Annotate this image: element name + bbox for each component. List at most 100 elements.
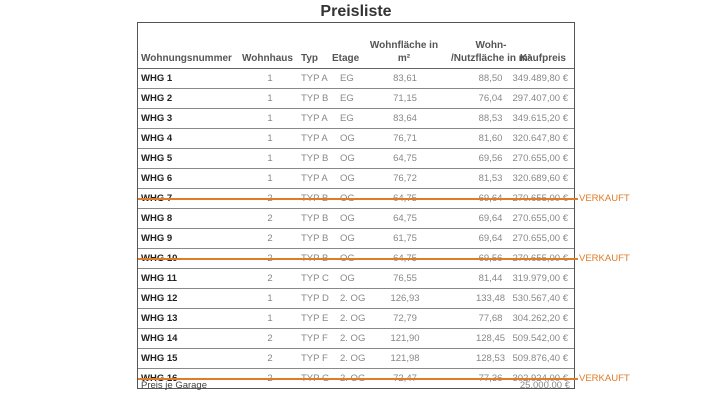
cell-price: 349.615,20 € <box>512 113 568 124</box>
page-title: Preisliste <box>320 3 392 20</box>
cell-usable-area: 128,45 <box>475 333 506 344</box>
table-row: WHG 15 2 TYP F 2. OG 121,98 128,53 509.876,40 … <box>138 349 574 369</box>
table-row: WHG 5 1 TYP B OG 64,75 69,56 270.655,00 € <box>138 149 574 169</box>
cell-usable-area: 81,53 <box>478 173 503 184</box>
cell-building: 1 <box>267 313 273 324</box>
cell-price: 320.689,60 € <box>512 173 568 184</box>
cell-floor: 2. OG <box>340 293 366 304</box>
header-kaufpreis: Kaufpreis <box>519 53 566 64</box>
cell-floor: OG <box>340 233 355 244</box>
table-body: WHG 1 1 TYP A EG 83,61 88,50 349.489,80 € WHG 2… <box>138 69 630 388</box>
cell-building: 1 <box>267 133 273 144</box>
cell-price: 297.407,00 € <box>512 93 568 104</box>
table-row: WHG 9 2 TYP B OG 61,75 69,64 270.655,00 € <box>138 229 574 249</box>
cell-type: TYP A <box>301 133 328 144</box>
cell-type: TYP C <box>301 273 329 284</box>
cell-living-area: 64,75 <box>393 153 417 164</box>
cell-usable-area: 81,60 <box>478 133 503 144</box>
cell-price: 319.979,00 € <box>512 273 568 284</box>
cell-building: 2 <box>267 273 273 284</box>
cell-living-area: 121,98 <box>390 353 420 364</box>
cell-floor: OG <box>340 213 355 224</box>
cell-type: TYP A <box>301 173 328 184</box>
cell-living-area: 121,90 <box>390 333 420 344</box>
cell-usable-area: 88,50 <box>478 73 503 84</box>
cell-price: 270.655,00 € <box>512 213 568 224</box>
cell-living-area: 61,75 <box>393 233 417 244</box>
cell-building: 1 <box>267 93 273 104</box>
sold-label: VERKAUFT <box>579 193 630 204</box>
header-typ: Typ <box>301 53 319 64</box>
cell-usable-area: 128,53 <box>475 353 506 364</box>
cell-building: 1 <box>267 153 273 164</box>
header-wohnhaus: Wohnhaus <box>242 53 293 64</box>
cell-apartment-number: WHG 12 <box>141 293 178 304</box>
cell-floor: 2. OG <box>340 353 366 364</box>
cell-type: TYP F <box>301 333 328 344</box>
cell-type: TYP F <box>301 353 328 364</box>
table-row: WHG 6 1 TYP A OG 76,72 81,53 320.689,60 € <box>138 169 574 189</box>
cell-usable-area: 69,56 <box>478 153 503 164</box>
cell-living-area: 76,72 <box>393 173 417 184</box>
cell-type: TYP A <box>301 73 328 84</box>
cell-living-area: 76,55 <box>393 273 417 284</box>
strikethrough-line <box>138 378 578 380</box>
sold-label: VERKAUFT <box>579 253 630 264</box>
table-header: Wohnungsnummer Wohnhaus Typ Etage Wohnfl… <box>138 23 574 69</box>
cell-living-area: 64,75 <box>393 213 417 224</box>
cell-living-area: 126,93 <box>390 293 420 304</box>
cell-usable-area: 76,04 <box>478 93 503 104</box>
cell-living-area: 83,61 <box>393 73 417 84</box>
cell-floor: OG <box>340 133 355 144</box>
cell-price: 320.647,80 € <box>512 133 568 144</box>
cell-living-area: 72,79 <box>393 313 417 324</box>
cell-usable-area: 133,48 <box>475 293 506 304</box>
table-row: WHG 1 1 TYP A EG 83,61 88,50 349.489,80 € <box>138 69 574 89</box>
price-table: Wohnungsnummer Wohnhaus Typ Etage Wohnfl… <box>137 22 630 389</box>
cell-living-area: 76,71 <box>393 133 417 144</box>
cell-building: 2 <box>267 353 273 364</box>
table-row: WHG 11 2 TYP C OG 76,55 81,44 319.979,00 € <box>138 269 574 289</box>
cell-type: TYP B <box>301 233 329 244</box>
strikethrough-line <box>138 258 578 260</box>
cell-usable-area: 69,64 <box>478 233 503 244</box>
header-wohnungsnummer: Wohnungsnummer <box>141 53 232 64</box>
cell-building: 1 <box>267 113 273 124</box>
cell-usable-area: 88,53 <box>478 113 503 124</box>
table-row: WHG 13 1 TYP E 2. OG 72,79 77,68 304.262,20 € <box>138 309 574 329</box>
table-row: WHG 14 2 TYP F 2. OG 121,90 128,45 509.542,00 … <box>138 329 574 349</box>
cell-building: 2 <box>267 333 273 344</box>
sold-label: VERKAUFT <box>579 373 630 384</box>
header-nutzflaeche: Wohn- /Nutzfläche in m² <box>450 40 531 64</box>
garage-price: 25.000,00 € <box>519 380 570 391</box>
cell-usable-area: 77,68 <box>478 313 503 324</box>
cell-building: 1 <box>267 293 273 304</box>
cell-building: 1 <box>267 73 273 84</box>
cell-apartment-number: WHG 1 <box>141 73 173 84</box>
cell-type: TYP A <box>301 113 328 124</box>
cell-floor: EG <box>340 73 354 84</box>
cell-apartment-number: WHG 8 <box>141 213 173 224</box>
garage-label: Preis je Garage <box>141 380 208 391</box>
cell-type: TYP B <box>301 93 329 104</box>
cell-price: 270.655,00 € <box>512 233 568 244</box>
cell-apartment-number: WHG 5 <box>141 153 173 164</box>
cell-type: TYP B <box>301 153 329 164</box>
cell-price: 509.876,40 € <box>512 353 568 364</box>
cell-floor: OG <box>340 173 355 184</box>
cell-floor: OG <box>340 273 355 284</box>
table-row: WHG 12 1 TYP D 2. OG 126,93 133,48 530.567,40 … <box>138 289 574 309</box>
table-row: WHG 4 1 TYP A OG 76,71 81,60 320.647,80 € <box>138 129 574 149</box>
cell-living-area: 83,64 <box>393 113 417 124</box>
header-etage: Etage <box>332 53 360 64</box>
cell-floor: 2. OG <box>340 313 366 324</box>
cell-apartment-number: WHG 15 <box>141 353 178 364</box>
cell-living-area: 71,15 <box>393 93 417 104</box>
cell-apartment-number: WHG 9 <box>141 233 173 244</box>
cell-usable-area: 81,44 <box>478 273 503 284</box>
cell-apartment-number: WHG 6 <box>141 173 173 184</box>
cell-price: 270.655,00 € <box>512 153 568 164</box>
cell-floor: OG <box>340 153 355 164</box>
